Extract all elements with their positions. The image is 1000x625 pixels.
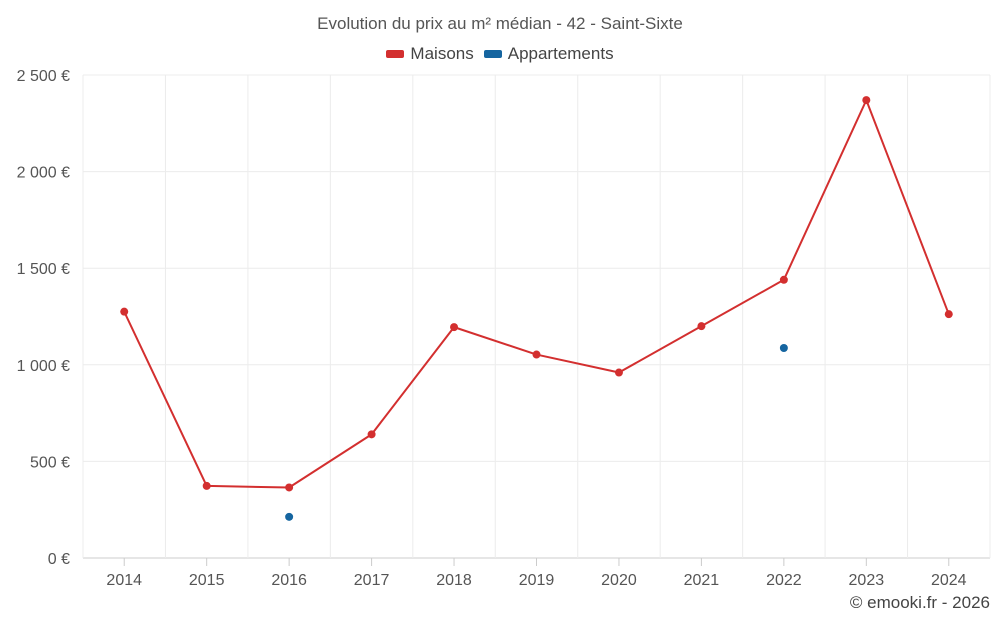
x-tick-label: 2019 xyxy=(519,572,555,589)
x-tick-label: 2024 xyxy=(931,572,967,589)
x-tick-label: 2018 xyxy=(436,572,472,589)
y-tick-label: 1 500 € xyxy=(17,261,70,278)
y-tick-label: 1 000 € xyxy=(17,358,70,375)
x-tick-label: 2017 xyxy=(354,572,390,589)
data-point-maisons-2020 xyxy=(614,368,623,377)
data-point-maisons-2016 xyxy=(285,483,294,492)
data-point-maisons-2024 xyxy=(944,310,953,319)
x-tick-label: 2022 xyxy=(766,572,802,589)
legend-swatch-appartements xyxy=(483,50,502,58)
x-tick-label: 2016 xyxy=(271,572,307,589)
legend-item-maisons[interactable]: Maisons xyxy=(386,44,474,64)
chart-title: Evolution du prix au m² médian - 42 - Sa… xyxy=(317,14,683,33)
data-point-maisons-2018 xyxy=(450,323,459,332)
data-point-maisons-2017 xyxy=(367,430,376,439)
legend-swatch-maisons xyxy=(386,50,405,58)
data-point-maisons-2019 xyxy=(532,350,541,359)
x-tick-label: 2020 xyxy=(601,572,637,589)
y-tick-label: 2 500 € xyxy=(17,68,70,85)
data-point-maisons-2022 xyxy=(779,275,788,284)
data-point-maisons-2015 xyxy=(202,481,211,490)
x-tick-label: 2023 xyxy=(849,572,885,589)
legend: Maisons Appartements xyxy=(0,44,1000,64)
credit-text: © emooki.fr - 2026 xyxy=(849,593,990,612)
y-tick-label: 500 € xyxy=(30,454,70,471)
data-point-appartements-2022 xyxy=(779,343,788,352)
data-point-appartements-2016 xyxy=(285,512,294,521)
x-tick-label: 2021 xyxy=(684,572,720,589)
x-tick-label: 2014 xyxy=(106,572,142,589)
data-point-maisons-2014 xyxy=(120,307,129,316)
legend-label-appartements: Appartements xyxy=(507,44,614,63)
data-point-maisons-2021 xyxy=(697,322,706,331)
y-tick-label: 2 000 € xyxy=(17,165,70,182)
legend-item-appartements[interactable]: Appartements xyxy=(483,44,614,64)
data-point-maisons-2023 xyxy=(862,96,871,105)
x-tick-label: 2015 xyxy=(189,572,225,589)
legend-label-maisons: Maisons xyxy=(410,44,474,63)
y-tick-label: 0 € xyxy=(48,551,70,568)
